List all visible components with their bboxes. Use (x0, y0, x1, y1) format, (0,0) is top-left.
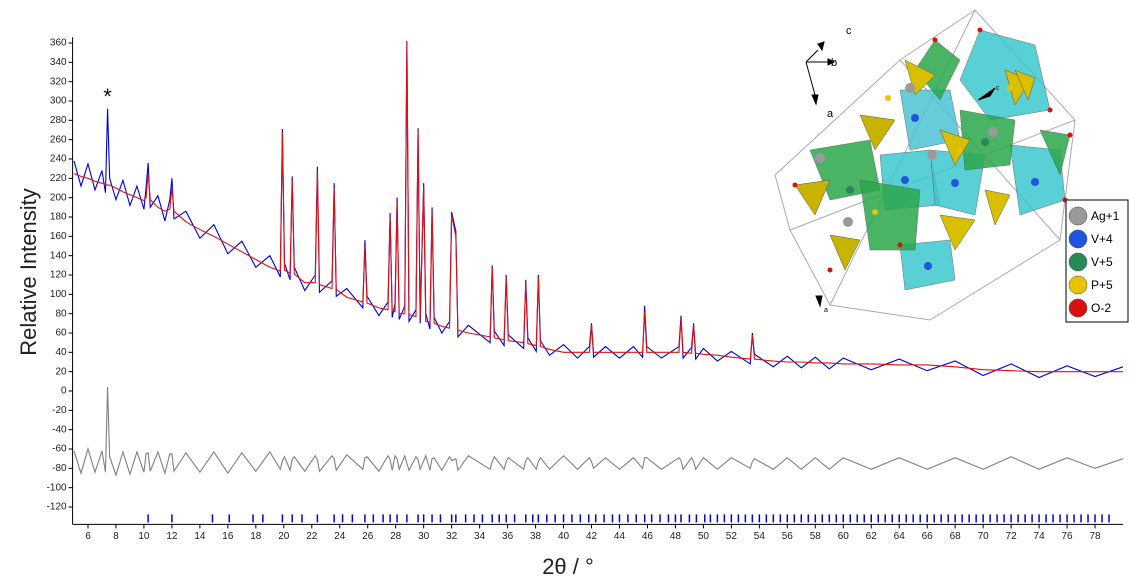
y-tick-label: 320 (50, 76, 67, 87)
x-tick-label: 40 (558, 531, 570, 542)
legend-swatch (1069, 276, 1087, 294)
x-tick-label: 26 (362, 531, 374, 542)
x-tick-label: 56 (782, 531, 794, 542)
y-tick-label: 60 (55, 328, 67, 339)
x-tick-label: 52 (726, 531, 738, 542)
x-tick-label: 16 (222, 531, 234, 542)
structure-axis-label: c (996, 85, 1000, 92)
x-tick-label: 74 (1034, 531, 1046, 542)
x-tick-label: 10 (138, 531, 150, 542)
legend-label: O-2 (1091, 301, 1111, 315)
y-tick-label: -20 (52, 405, 67, 416)
x-tick-label: 58 (810, 531, 822, 542)
y-tick-label: 140 (50, 250, 67, 261)
x-tick-label: 6 (85, 531, 91, 542)
x-tick-label: 66 (922, 531, 934, 542)
y-tick-label: 100 (50, 289, 67, 300)
x-tick-label: 42 (586, 531, 598, 542)
x-tick-label: 14 (194, 531, 206, 542)
x-tick-label: 76 (1061, 531, 1073, 542)
y-tick-label: 200 (50, 192, 67, 203)
x-tick-label: 54 (754, 531, 766, 542)
x-tick-label: 20 (278, 531, 290, 542)
x-tick-label: 38 (530, 531, 542, 542)
y-tick-label: 80 (55, 308, 67, 319)
y-tick-label: -80 (52, 463, 67, 474)
legend-swatch (1069, 253, 1087, 271)
annotation: * (103, 84, 112, 109)
y-tick-label: 20 (55, 366, 67, 377)
x-tick-label: 30 (418, 531, 430, 542)
x-tick-label: 60 (838, 531, 850, 542)
y-tick-label: 40 (55, 347, 67, 358)
y-tick-label: 160 (50, 231, 67, 242)
polyhedra (795, 30, 1070, 290)
y-tick-label: 220 (50, 173, 67, 184)
y-tick-label: 0 (61, 386, 67, 397)
crystal-structure: c b a c a Ag+1 V+4 V+5 P+5 O-2 (775, 10, 1128, 322)
y-tick-label: -60 (52, 444, 67, 455)
y-tick-label: -40 (52, 424, 67, 435)
y-tick-label: 120 (50, 270, 67, 281)
structure-legend: Ag+1 V+4 V+5 P+5 O-2 (1066, 200, 1128, 322)
legend-swatch (1069, 207, 1087, 225)
y-tick-label: 240 (50, 154, 67, 165)
x-tick-label: 44 (614, 531, 626, 542)
y-tick-label: 180 (50, 212, 67, 223)
x-tick-label: 48 (670, 531, 682, 542)
structure-axis-label: a (824, 307, 828, 314)
y-tick-label: 300 (50, 96, 67, 107)
legend-label: V+5 (1091, 255, 1113, 269)
y-tick-label: 360 (50, 38, 67, 49)
series-line (74, 387, 1123, 475)
structure-axis-label: a (827, 108, 834, 120)
x-tick-label: 36 (502, 531, 514, 542)
chart: -120 -100 -80 -60 -40 -20 0 20 40 60 80 100 120 140 16… (0, 0, 1129, 582)
legend-swatch (1069, 230, 1087, 248)
structure-axis-label: c (846, 25, 852, 37)
x-tick-label: 62 (866, 531, 878, 542)
y-tick-label: 280 (50, 115, 67, 126)
x-tick-label: 18 (250, 531, 262, 542)
x-tick-label: 8 (113, 531, 119, 542)
y-tick-label: -120 (47, 502, 67, 513)
x-tick-label: 64 (894, 531, 906, 542)
x-tick-label: 34 (474, 531, 486, 542)
y-tick-label: 340 (50, 57, 67, 68)
x-tick-label: 72 (1006, 531, 1018, 542)
legend-label: P+5 (1091, 278, 1113, 292)
legend-label: Ag+1 (1091, 209, 1120, 223)
x-tick-label: 50 (698, 531, 710, 542)
x-tick-label: 28 (390, 531, 402, 542)
x-tick-label: 32 (446, 531, 458, 542)
x-tick-label: 12 (166, 531, 178, 542)
y-tick-label: 260 (50, 134, 67, 145)
x-tick-label: 70 (978, 531, 990, 542)
y-axis-title: Relative Intensity (16, 188, 41, 356)
legend-label: V+4 (1091, 232, 1113, 246)
legend-swatch (1069, 299, 1087, 317)
y-tick-label: -100 (47, 482, 67, 493)
structure-axis-label: b (831, 57, 837, 69)
x-tick-label: 68 (950, 531, 962, 542)
x-tick-label: 24 (334, 531, 346, 542)
x-tick-label: 22 (306, 531, 318, 542)
x-tick-label: 78 (1089, 531, 1101, 542)
x-tick-label: 46 (642, 531, 654, 542)
x-axis-title: 2θ / ° (542, 554, 594, 579)
